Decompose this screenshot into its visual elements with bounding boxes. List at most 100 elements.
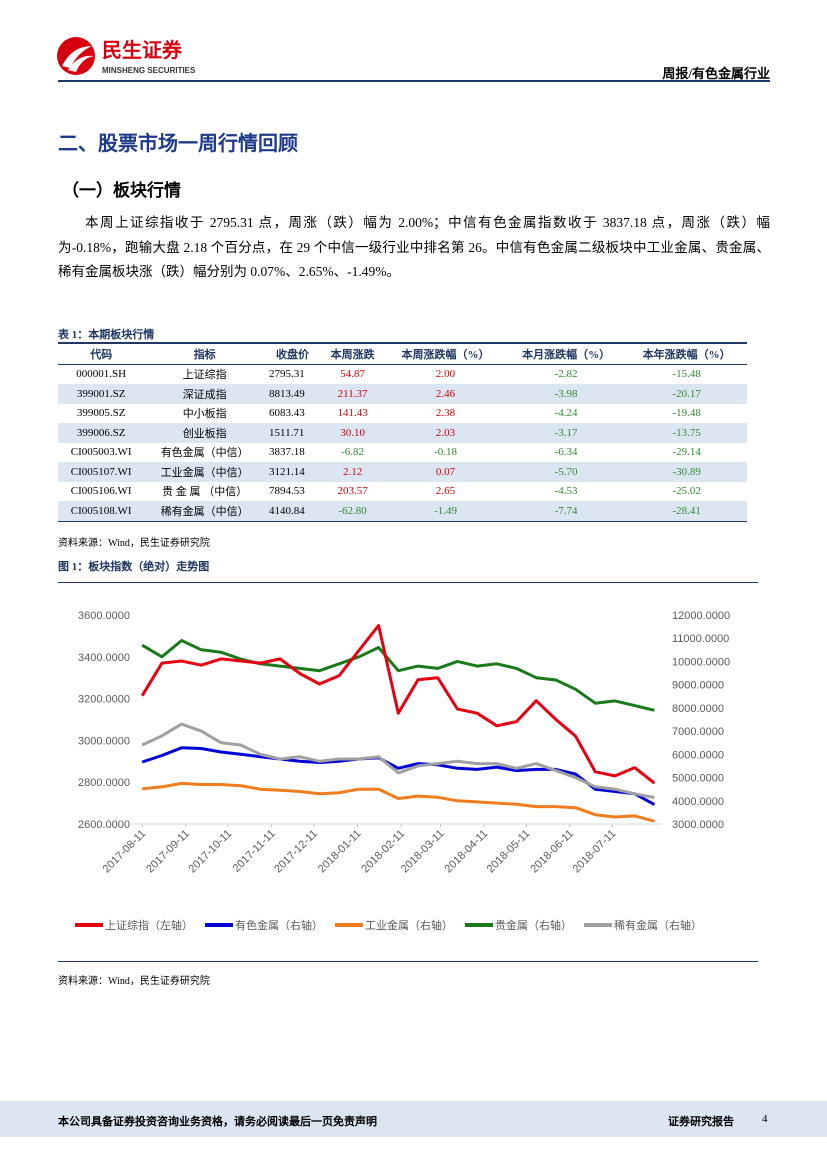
logo-cn: 民生证券 bbox=[102, 38, 183, 62]
table-cell: -2.82 bbox=[554, 368, 578, 381]
x-tick-label: 2018-04-11 bbox=[443, 828, 491, 876]
table-cell: 2.38 bbox=[435, 407, 456, 420]
report-type: 周报/有色金属行业 bbox=[662, 66, 770, 81]
y-tick-label: 2800.0000 bbox=[78, 777, 130, 789]
column-header: 代码 bbox=[58, 343, 145, 365]
table-cell: -19.48 bbox=[672, 407, 701, 420]
table-cell: 贵 金 属 （中信） bbox=[162, 486, 248, 499]
y-tick-label: 3200.0000 bbox=[78, 694, 130, 706]
table-cell: CI005108.WI bbox=[58, 501, 145, 521]
table-cell: CI005107.WI bbox=[58, 462, 145, 482]
table-cell: 203.57 bbox=[337, 485, 368, 498]
y2-tick-label: 7000.0000 bbox=[672, 726, 724, 738]
table-row: 000001.SH 上证综指 2795.31 54.87 2.00 -2.82 -15.48 bbox=[58, 364, 747, 384]
table-source: 资料来源：Wind，民生证券研究院 bbox=[58, 538, 210, 549]
series-line bbox=[141, 746, 656, 806]
y2-tick-label: 4000.0000 bbox=[672, 796, 724, 808]
table-row: CI005106.WI 贵 金 属 （中信） 7894.53 203.57 2.65 -4… bbox=[58, 482, 747, 502]
footer-label: 证券研究报告 bbox=[668, 1115, 734, 1128]
legend-label: 稀有金属（右轴） bbox=[614, 918, 702, 932]
y2-tick-label: 6000.0000 bbox=[672, 749, 724, 761]
table-cell: 2.00 bbox=[435, 368, 456, 381]
table-cell: 3837.18 bbox=[268, 446, 305, 459]
table-cell: -7.74 bbox=[505, 501, 627, 521]
table-cell: 2795.31 bbox=[268, 368, 305, 381]
y-tick-label: 3400.0000 bbox=[78, 652, 130, 664]
table-cell: 54.87 bbox=[340, 368, 365, 381]
x-tick-label: 2018-01-11 bbox=[316, 828, 364, 876]
table-cell: -62.80 bbox=[319, 501, 386, 521]
table-cell: 2.03 bbox=[385, 423, 506, 443]
table-cell: 6083.43 bbox=[268, 407, 305, 420]
column-header: 本周涨跌 bbox=[319, 343, 386, 365]
page-number: 4 bbox=[762, 1113, 768, 1125]
figure-rule bbox=[58, 961, 758, 962]
table-cell: -4.53 bbox=[554, 485, 578, 498]
table-cell: CI005106.WI bbox=[70, 485, 132, 498]
series-line bbox=[142, 781, 655, 823]
table-cell: 0.07 bbox=[385, 462, 506, 482]
table-cell: 3121.14 bbox=[264, 462, 320, 482]
table-cell: -29.14 bbox=[672, 446, 701, 459]
table-cell: 1511.71 bbox=[264, 423, 320, 443]
x-tick-label: 2018-06-11 bbox=[528, 828, 576, 876]
subsection-title: （一）板块行情 bbox=[62, 181, 181, 200]
table-cell: -15.48 bbox=[672, 368, 701, 381]
logo-en: MINSHENG SECURITIES bbox=[102, 66, 196, 75]
table-cell: 7894.53 bbox=[268, 485, 305, 498]
y-tick-label: 3600.0000 bbox=[78, 610, 130, 622]
table-row: 399006.SZ 创业板指 1511.71 30.10 2.03 -3.17 -13.75 bbox=[58, 423, 747, 443]
x-tick-label: 2018-03-11 bbox=[399, 828, 447, 876]
table-cell: -30.89 bbox=[626, 462, 747, 482]
table-cell: 4140.84 bbox=[264, 501, 320, 521]
table-cell: -28.41 bbox=[626, 501, 747, 521]
table-row: 399005.SZ 中小板指 6083.43 141.43 2.38 -4.24 -19.4… bbox=[58, 404, 747, 424]
x-tick-label: 2017-11-11 bbox=[231, 828, 278, 875]
table-cell: 深证成指 bbox=[144, 384, 265, 404]
table-cell: -3.17 bbox=[505, 423, 627, 443]
table-cell: -3.98 bbox=[505, 384, 627, 404]
x-tick-label: 2018-05-11 bbox=[485, 828, 533, 876]
table-cell: -4.24 bbox=[554, 407, 578, 420]
table-cell: 稀有金属（中信） bbox=[144, 501, 265, 521]
table-cell: -6.82 bbox=[341, 446, 365, 459]
table-cell: 8813.49 bbox=[264, 384, 320, 404]
y2-tick-label: 5000.0000 bbox=[672, 773, 724, 785]
series-line bbox=[141, 722, 655, 799]
x-tick-label: 2018-07-11 bbox=[571, 828, 619, 876]
y2-tick-label: 8000.0000 bbox=[672, 703, 724, 715]
chart: 2600.0000 2800.0000 3000.0000 3200.0000 3400… bbox=[75, 610, 730, 932]
figure-rule bbox=[58, 582, 758, 583]
figure-caption: 图 1：板块指数（绝对）走势图 bbox=[58, 561, 210, 573]
legend-label: 上证综指（左轴） bbox=[105, 918, 193, 932]
x-tick-label: 2017-09-11 bbox=[144, 828, 192, 876]
logo: 民生证券 MINSHENG SECURITIES bbox=[57, 37, 196, 75]
table-cell: 上证综指 bbox=[182, 369, 227, 382]
table-cell: 399005.SZ bbox=[76, 407, 126, 420]
table-cell: 141.43 bbox=[337, 407, 368, 420]
column-header: 本周涨跌幅（%） bbox=[385, 343, 506, 365]
table-cell: -1.49 bbox=[385, 501, 506, 521]
table-cell: -20.17 bbox=[626, 384, 747, 404]
series-line bbox=[140, 624, 656, 785]
y-tick-label: 3000.0000 bbox=[78, 735, 130, 747]
column-header: 本年涨跌幅（%） bbox=[626, 343, 747, 365]
section-title: 二、股票市场一周行情回顾 bbox=[58, 133, 298, 155]
table-row: 399001.SZ 深证成指 8813.49 211.37 2.46 -3.98 -20.1… bbox=[58, 384, 747, 404]
table-cell: 创业板指 bbox=[144, 423, 265, 443]
table-row: CI005107.WI 工业金属（中信） 3121.14 2.12 0.07 -5.70-… bbox=[58, 462, 747, 482]
table-row: CI005003.WI 有色金属（中信） 3837.18 -6.82 -0.18 -6.3… bbox=[58, 443, 747, 463]
legend-label: 有色金属（右轴） bbox=[235, 918, 323, 932]
x-tick-label: 2017-10-11 bbox=[186, 828, 234, 876]
legend-label: 贵金属（右轴） bbox=[495, 918, 572, 932]
column-header: 本月涨跌幅（%） bbox=[505, 343, 627, 365]
market-table: 代码 指标 收盘价 本周涨跌 本周涨跌幅（%） 本月涨跌幅（%） 本年涨跌幅（%） 00000… bbox=[58, 342, 747, 522]
column-header: 指标 bbox=[144, 343, 265, 365]
table-caption: 表 1：本期板块行情 bbox=[58, 329, 155, 341]
table-cell: -25.02 bbox=[672, 485, 701, 498]
table-cell: 30.10 bbox=[319, 423, 386, 443]
paragraph: 本周上证综指收于 2795.31 点，周涨（跌）幅为 2.00%；中信有色金属指… bbox=[58, 215, 770, 279]
y2-tick-label: 11000.0000 bbox=[672, 633, 729, 645]
table-row: CI005108.WI 稀有金属（中信） 4140.84 -62.80 -1.49 -7.… bbox=[58, 501, 747, 521]
